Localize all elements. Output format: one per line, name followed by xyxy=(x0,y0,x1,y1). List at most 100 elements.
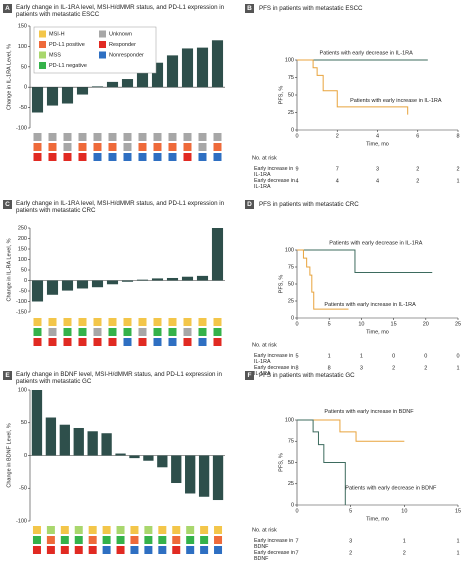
legend-label: PD-L1 negative xyxy=(49,63,87,69)
status-tile xyxy=(33,328,42,336)
x-tick-label: 10 xyxy=(401,508,407,514)
y-tick-label: 75 xyxy=(288,264,294,270)
status-tile xyxy=(153,338,162,346)
x-tick-label: 10 xyxy=(358,321,364,327)
y-tick-label: 100 xyxy=(285,57,294,63)
legend-swatch xyxy=(99,51,106,59)
status-tile xyxy=(123,153,132,161)
curve-annotation: Patients with early decrease in BDNF xyxy=(345,485,437,491)
status-tile xyxy=(214,536,223,544)
status-tile xyxy=(158,536,167,544)
y-tick-label: -50 xyxy=(19,288,27,294)
risk-value: 2 xyxy=(392,365,395,371)
y-tick-label: -100 xyxy=(16,299,27,305)
status-tile xyxy=(168,338,177,346)
status-tile xyxy=(116,526,125,534)
status-tile xyxy=(93,133,102,141)
status-tile xyxy=(93,328,102,336)
y-tick-label: -150 xyxy=(16,309,27,315)
status-tile xyxy=(74,546,83,554)
curve-annotation: Patients with early increase in IL-1RA xyxy=(350,98,442,104)
status-tile xyxy=(63,143,72,151)
bar xyxy=(196,275,209,281)
risk-value: 1 xyxy=(456,178,459,184)
risk-row-label: Early decrease in BDNF xyxy=(254,550,295,562)
y-tick-label: 50 xyxy=(21,420,27,426)
bar xyxy=(61,87,74,104)
risk-row-label: Early decrease in IL-1RA xyxy=(254,178,295,190)
status-tile xyxy=(138,133,147,141)
bar xyxy=(59,424,70,456)
x-tick-label: 0 xyxy=(295,508,298,514)
status-tile xyxy=(153,133,162,141)
y-tick-label: 0 xyxy=(24,278,27,284)
status-tile xyxy=(32,536,41,544)
status-tile xyxy=(214,526,223,534)
risk-value: 4 xyxy=(295,178,298,184)
bar xyxy=(212,455,224,501)
risk-table-title: No. at risk xyxy=(252,527,277,533)
bar xyxy=(136,279,149,281)
risk-value: 8 xyxy=(295,365,298,371)
panel-title: Early change in IL-1RA level, MSI-H/dMMR… xyxy=(16,4,225,19)
bar xyxy=(73,427,84,456)
status-tile xyxy=(123,133,132,141)
status-tile xyxy=(183,143,192,151)
legend-swatch xyxy=(39,51,46,59)
y-tick-label: 50 xyxy=(288,460,294,466)
legend-label: Unknown xyxy=(109,31,132,37)
survival-curve xyxy=(297,249,349,310)
legend-swatch xyxy=(39,41,46,48)
legend-swatch xyxy=(99,41,106,48)
risk-value: 2 xyxy=(403,550,406,556)
y-axis-label: Change in IL-RA Level, % xyxy=(6,238,12,301)
bar xyxy=(101,433,112,456)
status-tile xyxy=(168,318,177,326)
panel-title: PFS in patients with metastatic CRC xyxy=(259,201,359,208)
status-tile xyxy=(33,153,42,161)
risk-value: 1 xyxy=(456,365,459,371)
status-tile xyxy=(33,133,42,141)
status-tile xyxy=(172,526,181,534)
y-tick-label: 0 xyxy=(24,453,27,459)
status-tile xyxy=(198,143,207,151)
legend-label: PD-L1 positive xyxy=(49,42,85,48)
status-tile xyxy=(186,546,195,554)
status-tile xyxy=(213,328,222,336)
status-tile xyxy=(153,328,162,336)
status-tile xyxy=(116,546,125,554)
risk-value: 8 xyxy=(328,365,331,371)
y-tick-label: 250 xyxy=(18,225,27,231)
panel-letter: B xyxy=(245,4,254,13)
risk-value: 0 xyxy=(392,353,395,359)
status-tile xyxy=(78,143,87,151)
legend-label: Nonresponder xyxy=(109,52,144,58)
bar xyxy=(136,70,149,88)
status-tile xyxy=(93,143,102,151)
bar xyxy=(185,455,196,494)
status-tile xyxy=(130,546,139,554)
status-tile xyxy=(172,546,181,554)
status-tile xyxy=(183,153,192,161)
status-tile xyxy=(123,328,132,336)
y-tick-label: 150 xyxy=(18,246,27,252)
status-tile xyxy=(186,526,195,534)
status-tile xyxy=(63,338,72,346)
status-tile xyxy=(74,526,83,534)
y-tick-label: 150 xyxy=(18,23,27,29)
risk-row-label: Early increase in IL-1RA xyxy=(254,353,294,365)
bar xyxy=(211,228,224,281)
status-tile xyxy=(213,143,222,151)
risk-value: 7 xyxy=(295,550,298,556)
status-tile xyxy=(138,328,147,336)
status-tile xyxy=(46,526,55,534)
status-tile xyxy=(108,338,117,346)
bar xyxy=(151,62,164,88)
bar xyxy=(106,81,119,88)
status-tile xyxy=(60,546,69,554)
status-tile xyxy=(198,318,207,326)
risk-value: 3 xyxy=(360,365,363,371)
risk-value: 7 xyxy=(336,166,339,172)
risk-table-title: No. at risk xyxy=(252,155,277,161)
y-axis-label: Change in BDNF Level, % xyxy=(6,423,12,487)
